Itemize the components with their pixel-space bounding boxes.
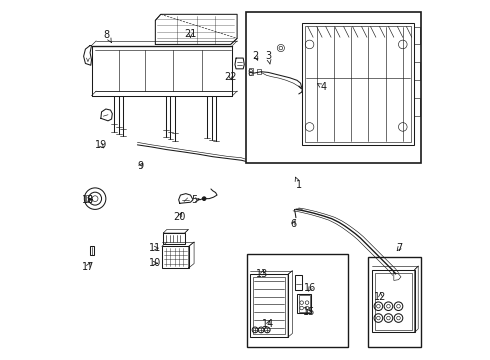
- Bar: [162, 246, 189, 268]
- Text: 7: 7: [396, 243, 402, 253]
- Bar: [375, 273, 412, 329]
- Bar: [245, 12, 421, 163]
- Bar: [368, 257, 421, 347]
- Text: 20: 20: [173, 212, 186, 221]
- Bar: [372, 270, 415, 332]
- Text: 16: 16: [304, 283, 317, 293]
- Bar: [87, 195, 91, 202]
- Text: 18: 18: [82, 195, 94, 205]
- Text: 15: 15: [303, 307, 315, 317]
- Bar: [299, 296, 310, 312]
- Text: 1: 1: [295, 177, 302, 190]
- Circle shape: [202, 197, 206, 201]
- Bar: [163, 233, 185, 244]
- Text: 12: 12: [374, 292, 387, 302]
- Bar: [250, 274, 288, 337]
- Bar: [247, 253, 348, 347]
- Text: 17: 17: [82, 262, 94, 272]
- Text: 5: 5: [192, 195, 199, 205]
- Text: 10: 10: [148, 258, 161, 268]
- Bar: [257, 69, 261, 74]
- Bar: [253, 277, 285, 334]
- Bar: [414, 62, 420, 80]
- Bar: [297, 294, 311, 314]
- Text: 21: 21: [184, 29, 196, 39]
- Text: 14: 14: [262, 319, 274, 329]
- Bar: [295, 275, 302, 291]
- Bar: [305, 26, 411, 142]
- Bar: [414, 27, 420, 44]
- Text: 11: 11: [148, 243, 161, 253]
- Text: 3: 3: [265, 51, 271, 64]
- Bar: [90, 246, 94, 255]
- Text: 4: 4: [318, 82, 327, 93]
- Text: 13: 13: [256, 269, 269, 279]
- Text: 22: 22: [224, 72, 237, 82]
- Text: 8: 8: [104, 30, 111, 42]
- Text: 2: 2: [253, 51, 259, 61]
- Bar: [248, 68, 253, 75]
- Text: 19: 19: [95, 140, 107, 150]
- Text: 9: 9: [137, 161, 144, 171]
- Text: 6: 6: [291, 219, 296, 229]
- Bar: [414, 98, 420, 116]
- Bar: [302, 23, 414, 145]
